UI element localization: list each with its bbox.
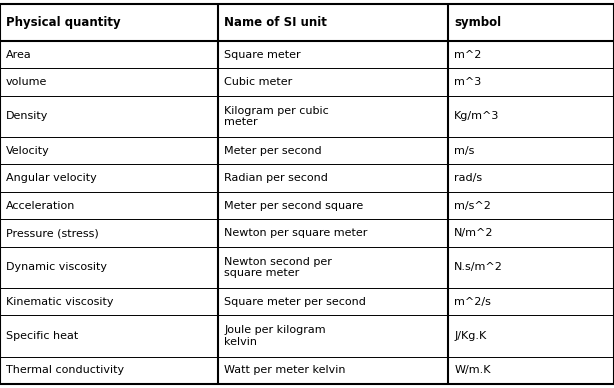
Text: Square meter per second: Square meter per second xyxy=(224,297,366,307)
Text: Thermal conductivity: Thermal conductivity xyxy=(6,365,124,376)
Text: Meter per second: Meter per second xyxy=(224,146,322,156)
Text: Radian per second: Radian per second xyxy=(224,173,328,183)
Text: W/m.K: W/m.K xyxy=(454,365,491,376)
Text: Newton second per
square meter: Newton second per square meter xyxy=(224,256,332,278)
Text: Square meter: Square meter xyxy=(224,50,301,60)
Text: J/Kg.K: J/Kg.K xyxy=(454,331,487,341)
Text: rad/s: rad/s xyxy=(454,173,483,183)
Text: N.s/m^2: N.s/m^2 xyxy=(454,262,503,272)
Text: Kg/m^3: Kg/m^3 xyxy=(454,111,500,121)
Text: Kinematic viscosity: Kinematic viscosity xyxy=(6,297,114,307)
Text: Physical quantity: Physical quantity xyxy=(6,16,121,29)
Text: symbol: symbol xyxy=(454,16,502,29)
Text: Area: Area xyxy=(6,50,32,60)
Text: m/s^2: m/s^2 xyxy=(454,201,491,211)
Text: m/s: m/s xyxy=(454,146,475,156)
Text: N/m^2: N/m^2 xyxy=(454,228,494,238)
Text: m^2: m^2 xyxy=(454,50,482,60)
Text: m^2/s: m^2/s xyxy=(454,297,491,307)
Text: Joule per kilogram
kelvin: Joule per kilogram kelvin xyxy=(224,325,326,347)
Text: Velocity: Velocity xyxy=(6,146,50,156)
Text: Cubic meter: Cubic meter xyxy=(224,77,292,87)
Text: Watt per meter kelvin: Watt per meter kelvin xyxy=(224,365,346,376)
Text: Kilogram per cubic
meter: Kilogram per cubic meter xyxy=(224,106,329,127)
Text: Dynamic viscosity: Dynamic viscosity xyxy=(6,262,107,272)
Text: Specific heat: Specific heat xyxy=(6,331,79,341)
Text: Meter per second square: Meter per second square xyxy=(224,201,363,211)
Text: Angular velocity: Angular velocity xyxy=(6,173,97,183)
Text: m^3: m^3 xyxy=(454,77,481,87)
Text: Name of SI unit: Name of SI unit xyxy=(224,16,327,29)
Text: Acceleration: Acceleration xyxy=(6,201,76,211)
Text: volume: volume xyxy=(6,77,47,87)
Text: Newton per square meter: Newton per square meter xyxy=(224,228,368,238)
Text: Density: Density xyxy=(6,111,49,121)
Text: Pressure (stress): Pressure (stress) xyxy=(6,228,99,238)
